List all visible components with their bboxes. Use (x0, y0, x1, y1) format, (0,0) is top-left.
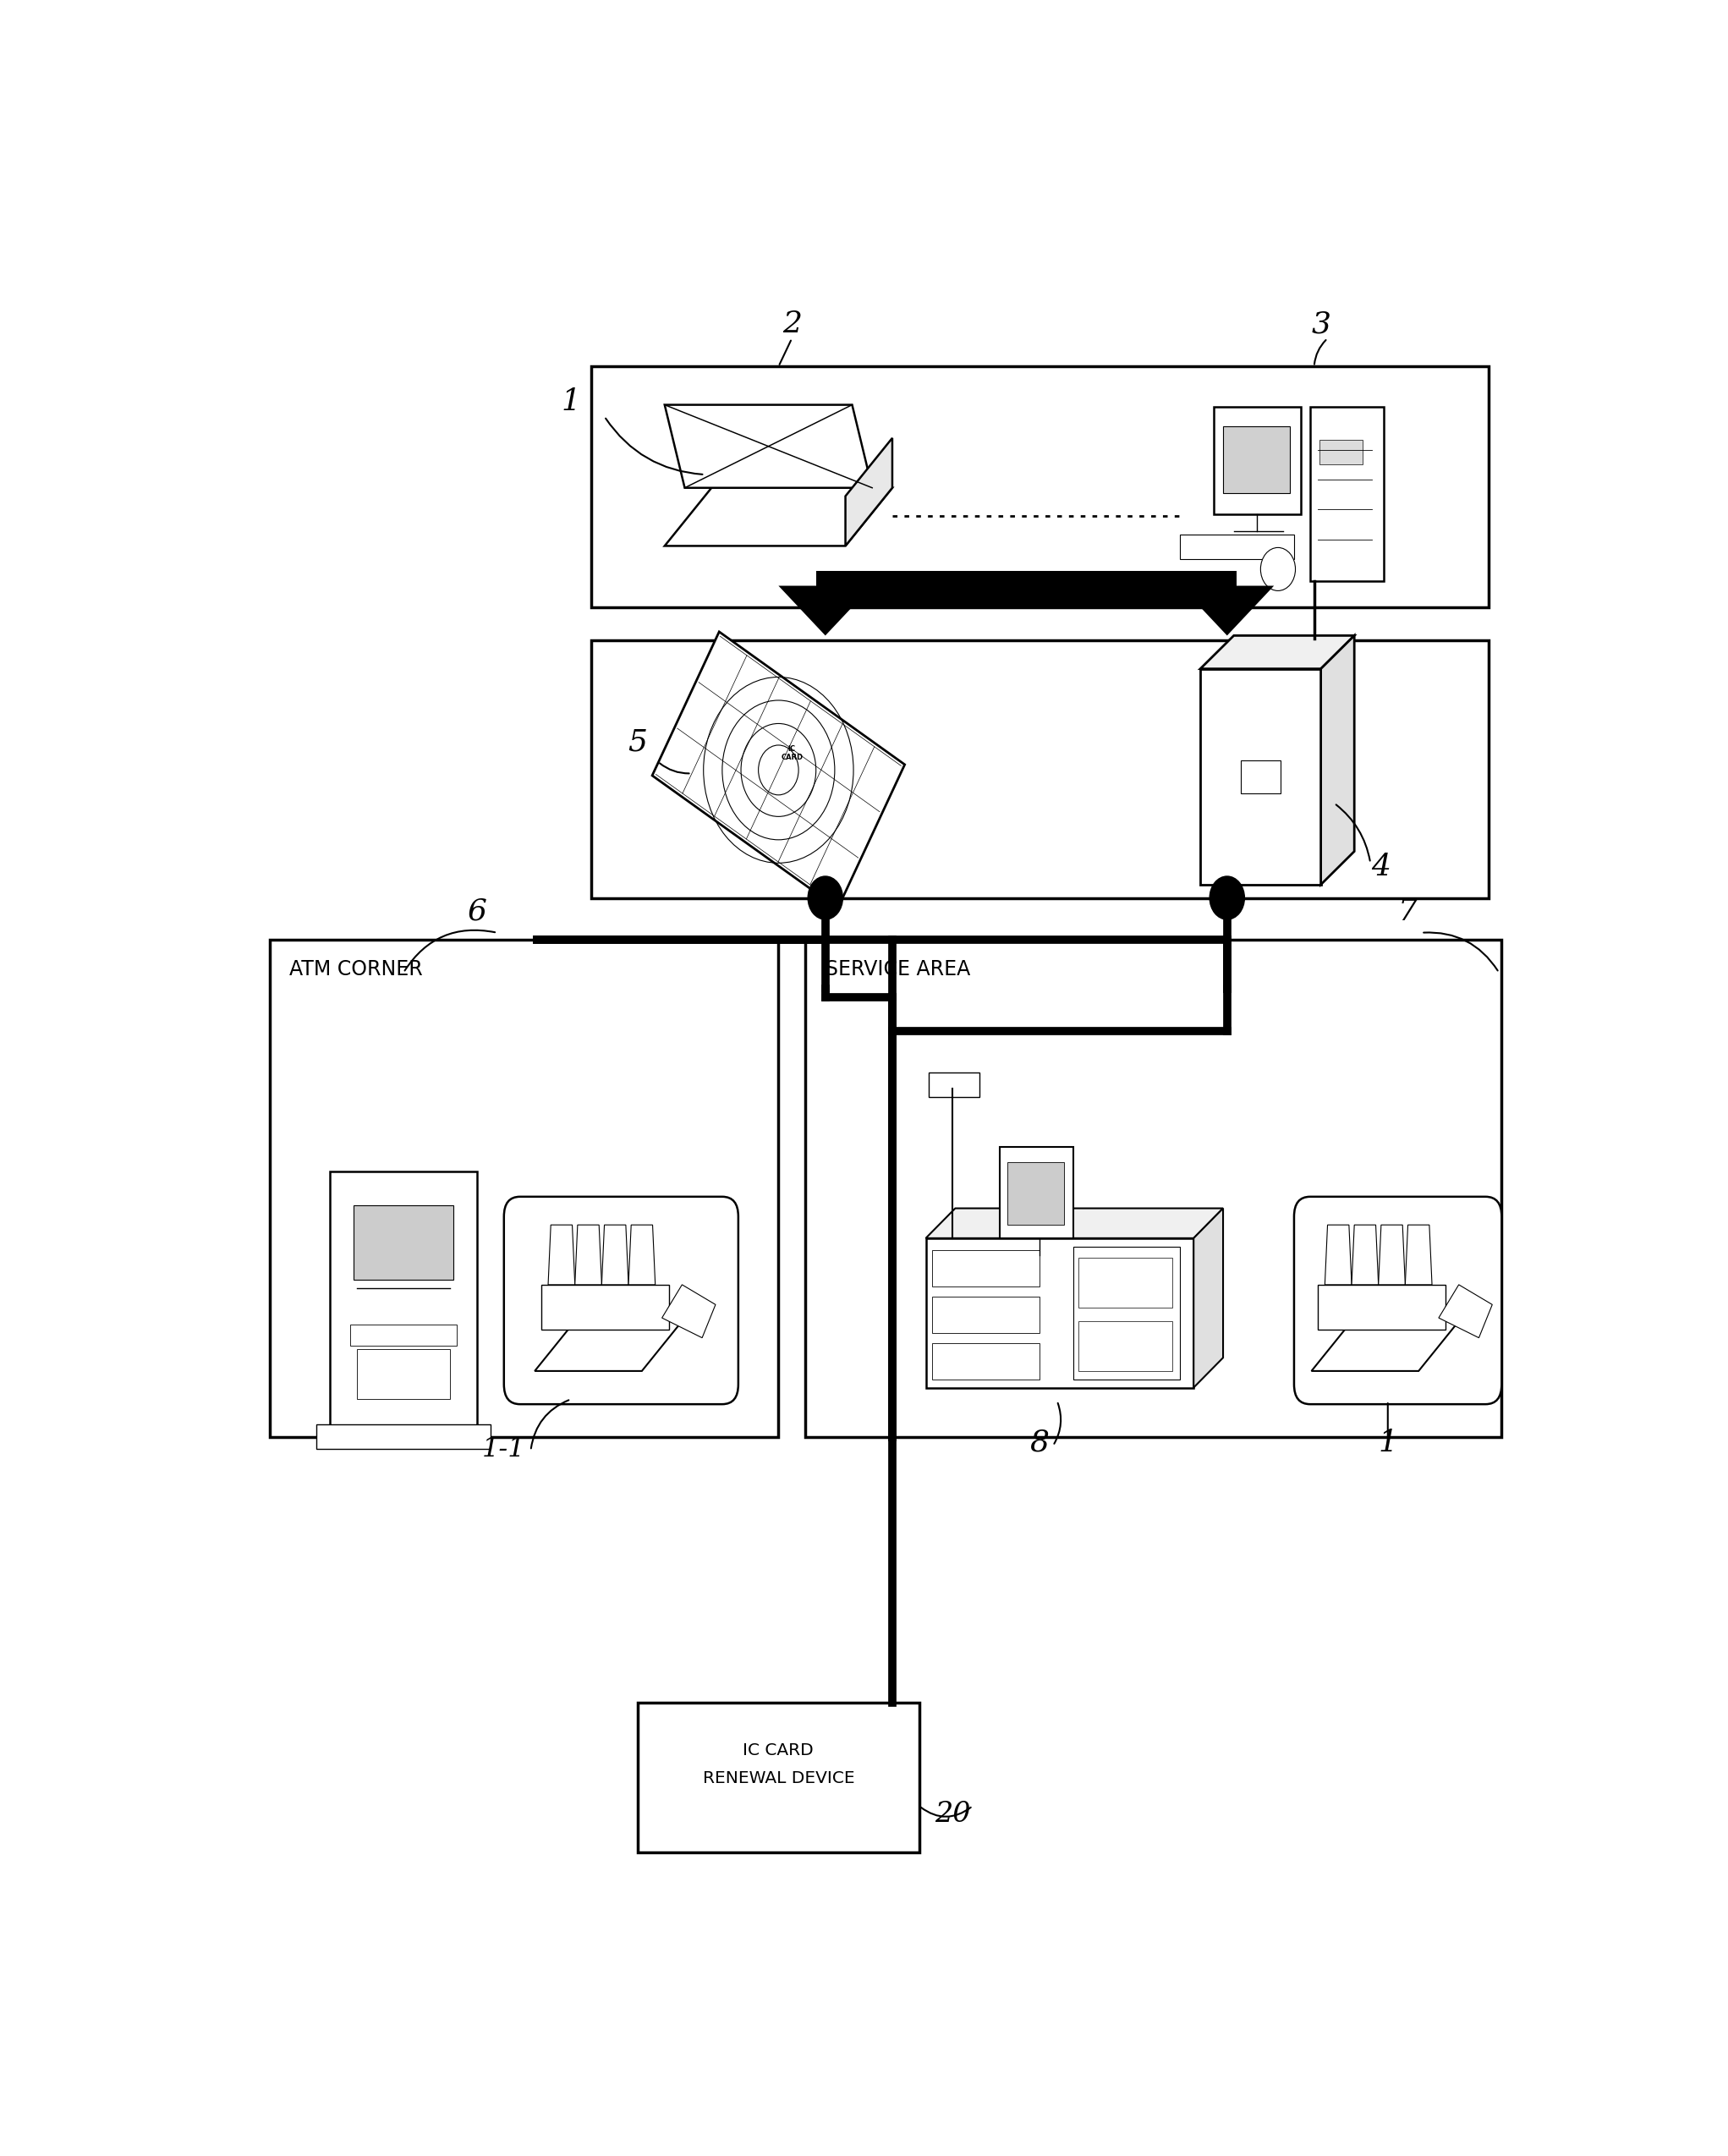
Bar (351, 1324, 458, 1345)
Text: 4: 4 (1372, 852, 1391, 882)
Polygon shape (779, 586, 873, 636)
Bar (933, 1343, 1040, 1380)
Text: SERVICE AREA: SERVICE AREA (826, 959, 969, 979)
Polygon shape (548, 1225, 575, 1285)
Bar (1007, 1162, 1064, 1225)
Text: 8: 8 (1030, 1429, 1049, 1457)
Polygon shape (575, 1225, 601, 1285)
Bar (330, 1173, 477, 1429)
Bar (1180, 535, 1294, 558)
Bar (805, 940, 1502, 1438)
Bar (814, 586, 838, 608)
Polygon shape (1405, 1225, 1433, 1285)
Polygon shape (1194, 1207, 1223, 1388)
Polygon shape (1320, 636, 1355, 884)
Text: 1: 1 (562, 388, 581, 416)
Circle shape (1210, 875, 1244, 918)
Polygon shape (845, 438, 892, 545)
Polygon shape (665, 405, 873, 487)
Text: 2: 2 (783, 310, 802, 338)
Bar (1310, 407, 1384, 580)
Bar (926, 1238, 1194, 1388)
Polygon shape (534, 1313, 689, 1371)
Bar (1078, 1322, 1172, 1371)
Bar (928, 1072, 980, 1097)
Bar (354, 1205, 453, 1281)
Bar (1073, 1246, 1180, 1380)
Circle shape (809, 875, 843, 918)
Text: 1-1: 1-1 (482, 1436, 525, 1462)
Polygon shape (926, 1207, 1223, 1238)
Text: 20: 20 (935, 1800, 971, 1828)
Polygon shape (541, 1285, 669, 1330)
Bar (591, 640, 1488, 897)
Polygon shape (665, 487, 892, 545)
Polygon shape (1180, 586, 1274, 636)
Text: ATM CORNER: ATM CORNER (290, 959, 423, 979)
Bar (1320, 440, 1362, 464)
Bar (933, 1296, 1040, 1332)
Text: IC CARD
RENEWAL DEVICE: IC CARD RENEWAL DEVICE (703, 1742, 854, 1785)
Polygon shape (1201, 636, 1355, 668)
Bar (356, 1350, 451, 1399)
Polygon shape (662, 1285, 715, 1337)
Bar (933, 1250, 1040, 1287)
Bar (999, 1147, 1073, 1238)
Text: 1: 1 (1377, 1429, 1398, 1457)
Text: 3: 3 (1312, 310, 1331, 338)
Bar (816, 571, 1237, 608)
Polygon shape (629, 1225, 655, 1285)
Text: IC
CARD: IC CARD (781, 746, 804, 761)
Bar (270, 940, 778, 1438)
Polygon shape (1351, 1225, 1379, 1285)
Text: 7: 7 (1398, 897, 1417, 927)
Bar (1215, 586, 1239, 608)
Polygon shape (1312, 1313, 1465, 1371)
Polygon shape (601, 1225, 629, 1285)
Bar (316, 1425, 491, 1449)
Bar (1078, 1259, 1172, 1309)
Circle shape (1261, 548, 1296, 591)
Bar (1241, 761, 1280, 793)
Bar (1213, 407, 1301, 515)
Bar (1201, 668, 1320, 884)
Bar (1223, 427, 1291, 494)
Polygon shape (1379, 1225, 1405, 1285)
Bar (591, 367, 1488, 608)
FancyBboxPatch shape (505, 1197, 738, 1404)
Text: 6: 6 (467, 897, 487, 927)
Text: 5: 5 (627, 729, 648, 757)
Polygon shape (1318, 1285, 1445, 1330)
Polygon shape (1439, 1285, 1493, 1337)
Polygon shape (1325, 1225, 1351, 1285)
Bar (638, 1703, 919, 1852)
Polygon shape (651, 632, 905, 908)
FancyBboxPatch shape (1294, 1197, 1502, 1404)
